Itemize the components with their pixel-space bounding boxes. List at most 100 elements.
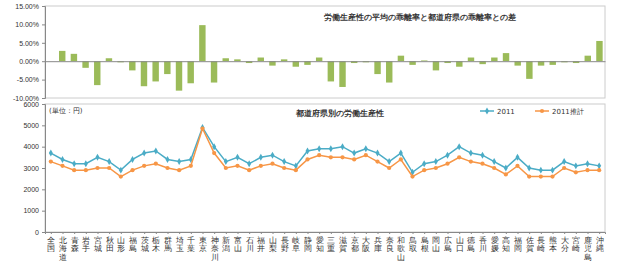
marker (399, 157, 403, 161)
x-tick-mark (51, 232, 52, 234)
x-tick-label: 宮城 (93, 236, 102, 254)
marker (434, 158, 438, 165)
y-tick-label: 15.00% (15, 3, 39, 10)
x-tick-mark (191, 232, 192, 234)
marker (399, 150, 403, 157)
x-tick: 岡山 (432, 232, 440, 253)
marker (200, 126, 204, 130)
x-tick-mark (576, 232, 577, 234)
y-tick: -5.00% (17, 76, 45, 83)
marker (72, 160, 76, 167)
x-tick: 宮崎 (572, 232, 580, 253)
marker (515, 164, 519, 168)
x-tick-mark (109, 232, 110, 234)
marker (119, 174, 123, 178)
marker (375, 159, 379, 163)
chart-title: 都道府県別の労働生産性 (295, 108, 384, 118)
x-tick: 神奈川 (211, 232, 219, 262)
y-tick: 5.00% (19, 40, 45, 47)
x-tick: 秋田 (106, 232, 114, 253)
x-tick: 埼玉 (175, 232, 184, 253)
bar (129, 61, 135, 70)
bar (211, 61, 217, 82)
bar (433, 61, 439, 70)
x-tick-mark (284, 232, 285, 234)
x-tick-mark (564, 232, 565, 234)
y-tick-label: 2000 (23, 186, 39, 193)
x-tick-label: 長野 (281, 236, 289, 254)
marker (410, 174, 414, 178)
y-tick-mark (42, 80, 45, 81)
x-tick: 福島 (129, 232, 137, 253)
x-tick: 鹿児島 (584, 232, 592, 262)
x-tick: 香川 (479, 232, 487, 253)
x-tick: 大阪 (362, 232, 370, 253)
x-tick-label: 鳥取 (408, 236, 417, 254)
x-tick-label: 愛媛 (491, 236, 499, 254)
x-tick-label: 徳島 (467, 236, 475, 254)
x-tick-mark (63, 232, 64, 234)
x-tick-mark (413, 232, 414, 234)
x-tick-label: 三重 (327, 236, 335, 254)
bar (234, 59, 240, 61)
y-tick-mark (42, 147, 45, 148)
marker (84, 168, 88, 172)
marker (375, 150, 379, 157)
x-tick-mark (203, 232, 204, 234)
bar (328, 61, 334, 81)
x-tick-mark (389, 232, 390, 234)
x-tick-mark (378, 232, 379, 234)
marker (49, 150, 53, 157)
x-tick: 茨城 (140, 232, 149, 253)
x-tick: 島根 (421, 232, 429, 253)
x-tick: 群馬 (163, 232, 172, 253)
y-tick-mark (42, 98, 45, 99)
legend-label: 2011 (497, 108, 515, 116)
marker (539, 174, 543, 178)
y-tick-label: -5.00% (17, 76, 39, 83)
y-tick: 1000 (23, 207, 45, 214)
x-tick-mark (366, 232, 367, 234)
bar (503, 53, 509, 61)
marker (469, 159, 473, 163)
marker (457, 155, 461, 159)
marker (154, 162, 158, 166)
y-axis: 0100020003000400050006000 (23, 101, 45, 236)
plot-frame (45, 6, 605, 98)
x-tick-mark (343, 232, 344, 234)
x-tick-label: 神奈川 (211, 236, 219, 262)
y-tick: 0 (35, 229, 45, 236)
x-tick: 大分 (561, 232, 569, 253)
marker (340, 143, 344, 150)
marker (550, 167, 554, 174)
x-tick-mark (74, 232, 75, 234)
x-tick-mark (553, 232, 554, 234)
bar (468, 58, 474, 62)
x-tick-mark (436, 232, 437, 234)
x-tick-mark (448, 232, 449, 234)
x-tick: 兵庫 (374, 232, 382, 253)
marker (107, 158, 111, 165)
x-tick-mark (331, 232, 332, 234)
x-tick: 全国 (47, 232, 55, 253)
x-tick-label: 広島 (444, 236, 452, 254)
y-tick-label: 3000 (23, 165, 39, 172)
x-tick-mark (273, 232, 274, 234)
legend-marker (485, 108, 489, 115)
x-tick: 東京 (199, 232, 207, 253)
marker (457, 143, 461, 150)
marker (270, 152, 274, 159)
x-tick-label: 栃木 (152, 236, 160, 254)
y-tick-mark (42, 104, 45, 105)
y-tick-label: 4000 (23, 143, 39, 150)
marker (387, 166, 391, 170)
bar (141, 61, 147, 86)
bar (374, 61, 380, 74)
x-tick-label: 青森 (71, 236, 79, 254)
marker (492, 166, 496, 170)
marker (84, 160, 88, 167)
marker (469, 150, 473, 157)
y-tick-mark (42, 232, 45, 233)
marker (224, 158, 228, 165)
legend-label: 2011推計 (552, 108, 584, 116)
